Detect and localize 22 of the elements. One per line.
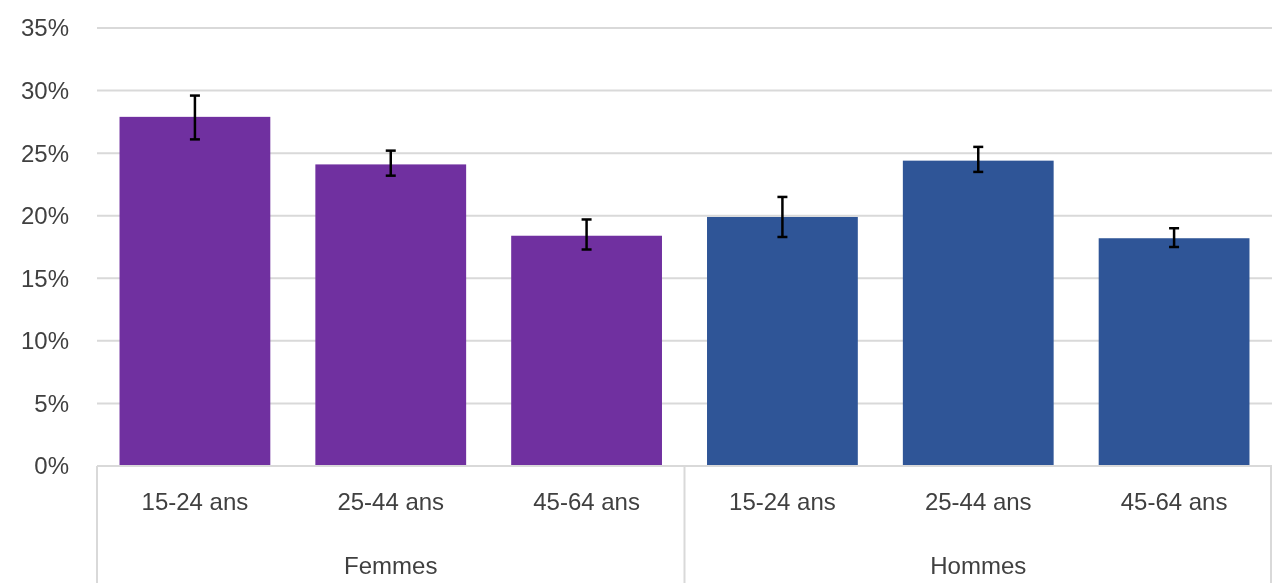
y-tick-label: 0% xyxy=(34,452,69,480)
text: Femmes xyxy=(344,552,438,579)
y-tick-label: 10% xyxy=(20,327,69,355)
text: Hommes xyxy=(930,552,1027,579)
x-tick-label: 15-24 ans xyxy=(141,488,249,515)
y-tick-label: 5% xyxy=(34,389,69,417)
bar xyxy=(707,216,858,466)
y-tick-label: 30% xyxy=(20,76,69,104)
y-tick-label: 15% xyxy=(20,264,69,292)
x-tick-label: 25-44 ans xyxy=(337,488,445,515)
bar xyxy=(511,235,662,466)
x-tick-label: 45-64 ans xyxy=(1120,488,1228,515)
y-tick-label: 20% xyxy=(20,202,69,230)
x-tick-label: 15-24 ans xyxy=(729,488,836,515)
bar xyxy=(1098,238,1250,466)
x-tick-label: 45-64 ans xyxy=(533,488,640,515)
bar xyxy=(119,116,271,466)
x-tick-label: 25-44 ans xyxy=(924,488,1032,515)
bar xyxy=(315,164,467,466)
bar xyxy=(902,160,1054,466)
y-tick-label: 35% xyxy=(20,14,69,42)
y-tick-label: 25% xyxy=(20,139,69,167)
